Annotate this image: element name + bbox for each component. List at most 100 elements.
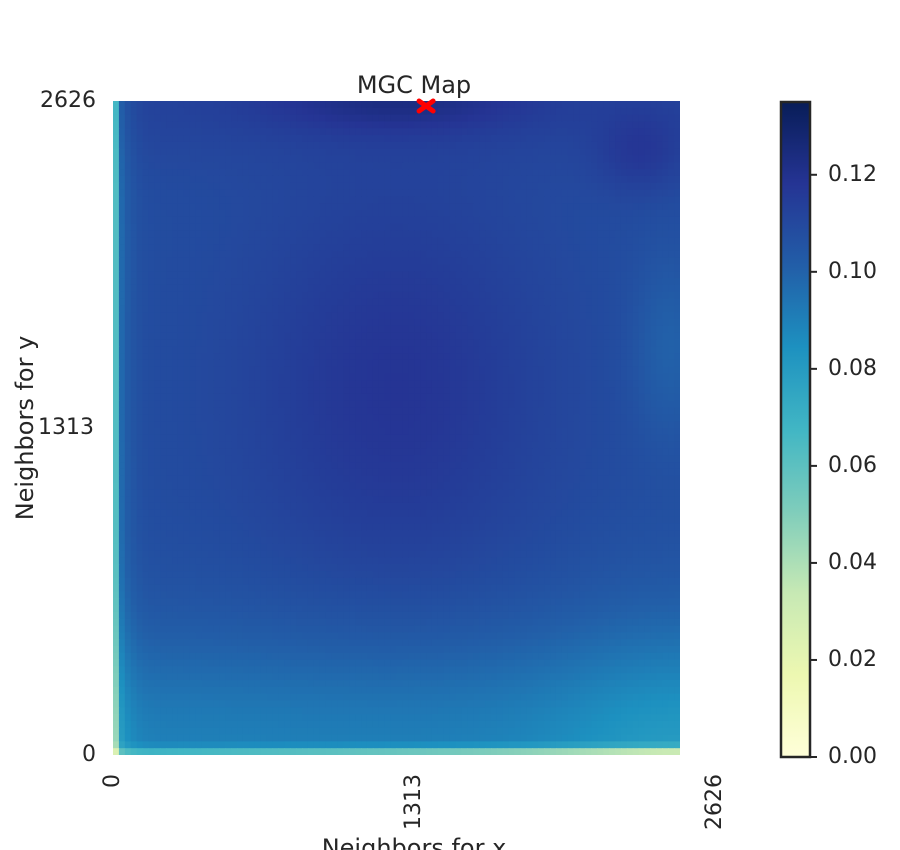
heatmap-cell: [290, 135, 297, 143]
heatmap-cell: [555, 305, 563, 313]
heatmap-cell: [195, 291, 203, 300]
heatmap-cell: [272, 291, 279, 300]
heatmap-cell: [302, 448, 309, 456]
heatmap-cell: [290, 339, 297, 347]
heatmap-cell: [567, 393, 575, 402]
heatmap-cell: [361, 148, 368, 157]
heatmap-cell: [160, 223, 167, 232]
heatmap-cell: [579, 434, 587, 443]
heatmap-cell: [650, 196, 657, 204]
heatmap-cell: [496, 325, 504, 334]
heatmap-cell: [195, 393, 203, 402]
heatmap-cell: [579, 114, 587, 123]
heatmap-cell: [414, 182, 421, 191]
heatmap-cell: [514, 298, 522, 306]
heatmap-cell: [148, 114, 155, 123]
heatmap-cell: [414, 400, 421, 409]
heatmap-cell: [467, 380, 474, 388]
heatmap-cell: [443, 114, 451, 123]
heatmap-cell: [260, 448, 268, 456]
heatmap-cell: [508, 175, 516, 184]
heatmap-cell: [485, 298, 492, 306]
heatmap-cell: [567, 155, 575, 163]
heatmap-cell: [148, 121, 155, 129]
heatmap-cell: [296, 346, 303, 354]
heatmap-cell: [290, 319, 297, 327]
heatmap-cell: [573, 387, 581, 395]
heatmap-cell: [325, 257, 333, 266]
heatmap-cell: [597, 278, 604, 286]
heatmap-cell: [242, 250, 250, 259]
heatmap-cell: [378, 428, 386, 436]
heatmap-cell: [544, 155, 551, 163]
heatmap-cell: [349, 414, 356, 422]
heatmap-cell: [361, 230, 368, 238]
heatmap-cell: [177, 230, 185, 238]
heatmap-cell: [502, 319, 510, 327]
heatmap-cell: [213, 128, 220, 136]
heatmap-cell: [473, 196, 480, 204]
heatmap-cell: [485, 278, 492, 286]
heatmap-cell: [467, 230, 474, 238]
heatmap-cell: [632, 291, 640, 300]
heatmap-cell: [361, 373, 368, 381]
heatmap-cell: [272, 264, 279, 272]
heatmap-cell: [461, 223, 468, 232]
heatmap-cell: [626, 196, 634, 204]
heatmap-cell: [296, 373, 303, 381]
heatmap-cell: [130, 237, 138, 245]
heatmap-cell: [331, 203, 339, 211]
heatmap-cell: [118, 434, 126, 443]
heatmap-cell: [597, 448, 604, 456]
heatmap-cell: [609, 400, 616, 409]
heatmap-cell: [242, 196, 250, 204]
heatmap-cell: [508, 169, 516, 177]
heatmap-cell: [461, 312, 468, 320]
heatmap-cell: [254, 244, 262, 252]
heatmap-cell: [124, 414, 132, 422]
heatmap-cell: [508, 223, 516, 232]
heatmap-cell: [331, 148, 339, 157]
heatmap-cell: [266, 264, 274, 272]
heatmap-cell: [313, 284, 321, 293]
heatmap-cell: [225, 359, 232, 368]
heatmap-cell: [213, 312, 220, 320]
heatmap-cell: [378, 169, 386, 177]
heatmap-cell: [496, 210, 504, 218]
heatmap-cell: [597, 244, 604, 252]
heatmap-cell: [118, 162, 126, 170]
heatmap-cell: [396, 264, 404, 272]
heatmap-cell: [544, 387, 551, 395]
heatmap-cell: [242, 135, 250, 143]
heatmap-cell: [585, 162, 593, 170]
heatmap-cell: [325, 325, 333, 334]
heatmap-cell: [307, 359, 315, 368]
heatmap-cell: [195, 284, 203, 293]
heatmap-cell: [124, 210, 132, 218]
heatmap-cell: [650, 400, 657, 409]
heatmap-cell: [485, 155, 492, 163]
heatmap-cell: [337, 114, 344, 123]
heatmap-cell: [278, 387, 285, 395]
heatmap-cell: [573, 182, 581, 191]
heatmap-cell: [331, 441, 339, 450]
heatmap-cell: [313, 223, 321, 232]
heatmap-cell: [620, 393, 628, 402]
heatmap-cell: [254, 373, 262, 381]
heatmap-cell: [307, 319, 315, 327]
heatmap-cell: [414, 264, 421, 272]
heatmap-cell: [355, 346, 362, 354]
heatmap-cell: [331, 305, 339, 313]
heatmap-cell: [668, 373, 675, 381]
heatmap-cell: [237, 319, 244, 327]
heatmap-cell: [207, 244, 215, 252]
heatmap-cell: [414, 278, 421, 286]
heatmap-cell: [355, 135, 362, 143]
heatmap-cell: [426, 196, 433, 204]
heatmap-cell: [361, 182, 368, 191]
heatmap-cell: [579, 366, 587, 375]
heatmap-cell: [118, 414, 126, 422]
heatmap-cell: [201, 182, 209, 191]
heatmap-cell: [620, 346, 628, 354]
heatmap-cell: [201, 216, 209, 225]
